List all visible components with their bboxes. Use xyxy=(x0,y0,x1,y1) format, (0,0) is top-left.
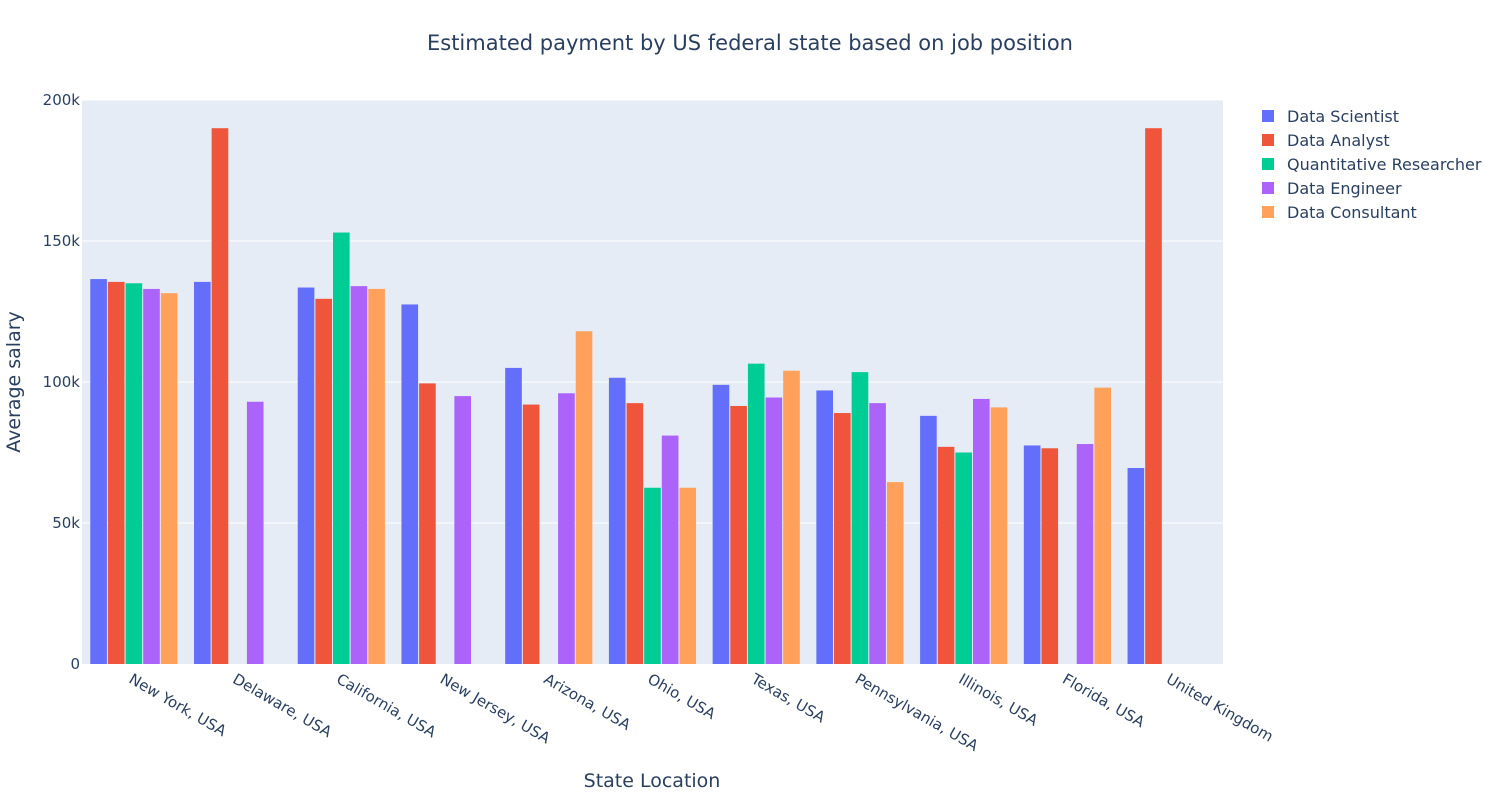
legend-swatch xyxy=(1262,182,1274,194)
bar-data-analyst-ohio-usa[interactable] xyxy=(626,403,644,664)
bar-data-scientist-new-york-usa[interactable] xyxy=(90,279,107,664)
bar-data-analyst-california-usa[interactable] xyxy=(315,298,333,664)
bar-data-consultant-arizona-usa[interactable] xyxy=(575,331,593,664)
y-tick-label: 0 xyxy=(70,655,80,673)
bar-data-scientist-california-usa[interactable] xyxy=(297,287,315,664)
bar-data-analyst-pennsylvania-usa[interactable] xyxy=(834,413,851,664)
bar-data-analyst-texas-usa[interactable] xyxy=(730,405,747,664)
x-axis-title: State Location xyxy=(584,770,721,792)
bar-data-scientist-texas-usa[interactable] xyxy=(712,384,730,664)
bar-data-analyst-new-jersey-usa[interactable] xyxy=(419,383,436,664)
bar-data-engineer-florida-usa[interactable] xyxy=(1076,444,1094,664)
y-axis-ticks: 0 50k 100k 150k 200k xyxy=(43,91,81,673)
legend-item-data-scientist[interactable]: Data Scientist xyxy=(1262,107,1399,126)
bar-data-scientist-delaware-usa[interactable] xyxy=(194,281,211,664)
x-tick-label-new-jersey-usa: New Jersey, USA xyxy=(437,670,554,748)
bar-data-engineer-ohio-usa[interactable] xyxy=(661,435,679,664)
bar-data-engineer-illinois-usa[interactable] xyxy=(972,398,990,664)
bar-data-scientist-florida-usa[interactable] xyxy=(1023,445,1041,664)
chart-title: Estimated payment by US federal state ba… xyxy=(427,31,1073,55)
bars xyxy=(90,128,1162,665)
bar-data-scientist-illinois-usa[interactable] xyxy=(920,415,937,664)
bar-data-scientist-new-jersey-usa[interactable] xyxy=(401,304,419,664)
bar-data-consultant-pennsylvania-usa[interactable] xyxy=(886,482,904,664)
bar-data-scientist-pennsylvania-usa[interactable] xyxy=(816,390,834,664)
legend-label: Data Analyst xyxy=(1287,131,1390,150)
legend-label: Quantitative Researcher xyxy=(1287,155,1482,174)
bar-data-engineer-new-jersey-usa[interactable] xyxy=(454,396,471,664)
legend-item-quantitative-researcher[interactable]: Quantitative Researcher xyxy=(1262,155,1482,174)
legend-swatch xyxy=(1262,110,1274,122)
legend-swatch xyxy=(1262,158,1274,170)
bar-quantitative-researcher-texas-usa[interactable] xyxy=(747,363,765,664)
bar-data-analyst-illinois-usa[interactable] xyxy=(937,446,955,664)
bar-data-consultant-florida-usa[interactable] xyxy=(1094,387,1111,664)
legend-label: Data Engineer xyxy=(1287,179,1402,198)
bar-data-engineer-pennsylvania-usa[interactable] xyxy=(869,403,886,664)
x-tick-label-arizona-usa: Arizona, USA xyxy=(541,670,635,734)
bar-quantitative-researcher-new-york-usa[interactable] xyxy=(125,283,143,664)
x-tick-label-ohio-usa: Ohio, USA xyxy=(645,670,720,724)
x-tick-label-texas-usa: Texas, USA xyxy=(747,669,829,726)
bar-quantitative-researcher-california-usa[interactable] xyxy=(333,232,350,665)
legend[interactable]: Data Scientist Data Analyst Quantitative R… xyxy=(1262,107,1482,222)
bar-data-engineer-texas-usa[interactable] xyxy=(765,397,783,664)
legend-label: Data Scientist xyxy=(1287,107,1399,126)
y-axis-title: Average salary xyxy=(3,311,25,453)
legend-label: Data Consultant xyxy=(1287,203,1417,222)
x-tick-label-united-kingdom: United Kingdom xyxy=(1163,670,1276,746)
bar-data-scientist-ohio-usa[interactable] xyxy=(608,377,626,664)
legend-swatch xyxy=(1262,134,1274,146)
bar-quantitative-researcher-illinois-usa[interactable] xyxy=(955,452,972,665)
bar-data-analyst-united-kingdom[interactable] xyxy=(1145,128,1162,664)
x-tick-label-delaware-usa: Delaware, USA xyxy=(230,670,336,742)
x-tick-label-california-usa: California, USA xyxy=(333,670,439,742)
y-tick-label: 100k xyxy=(43,373,81,391)
x-tick-label-new-york-usa: New York, USA xyxy=(126,670,230,741)
bar-data-consultant-illinois-usa[interactable] xyxy=(990,407,1008,664)
legend-item-data-consultant[interactable]: Data Consultant xyxy=(1262,203,1417,222)
bar-data-analyst-florida-usa[interactable] xyxy=(1041,448,1059,664)
bar-data-engineer-new-york-usa[interactable] xyxy=(143,288,160,664)
bar-data-analyst-delaware-usa[interactable] xyxy=(211,128,229,664)
legend-item-data-engineer[interactable]: Data Engineer xyxy=(1262,179,1402,198)
y-tick-label: 150k xyxy=(43,232,81,250)
x-tick-label-illinois-usa: Illinois, USA xyxy=(956,670,1042,730)
bar-quantitative-researcher-ohio-usa[interactable] xyxy=(644,487,661,664)
legend-swatch xyxy=(1262,206,1274,218)
bar-data-analyst-new-york-usa[interactable] xyxy=(107,281,125,664)
bar-data-consultant-california-usa[interactable] xyxy=(368,288,385,664)
x-tick-label-florida-usa: Florida, USA xyxy=(1059,670,1148,732)
bar-data-scientist-arizona-usa[interactable] xyxy=(505,367,522,664)
y-tick-label: 50k xyxy=(52,514,80,532)
bar-data-consultant-new-york-usa[interactable] xyxy=(160,293,178,664)
bar-data-engineer-delaware-usa[interactable] xyxy=(246,401,264,664)
bar-data-analyst-arizona-usa[interactable] xyxy=(522,404,540,664)
bar-data-engineer-california-usa[interactable] xyxy=(350,286,368,664)
y-tick-label: 200k xyxy=(43,91,81,109)
bar-quantitative-researcher-pennsylvania-usa[interactable] xyxy=(851,372,869,664)
bar-data-consultant-texas-usa[interactable] xyxy=(783,370,800,664)
bar-data-consultant-ohio-usa[interactable] xyxy=(679,487,697,664)
legend-item-data-analyst[interactable]: Data Analyst xyxy=(1262,131,1390,150)
bar-data-scientist-united-kingdom[interactable] xyxy=(1127,468,1145,664)
bar-data-engineer-arizona-usa[interactable] xyxy=(558,393,575,664)
